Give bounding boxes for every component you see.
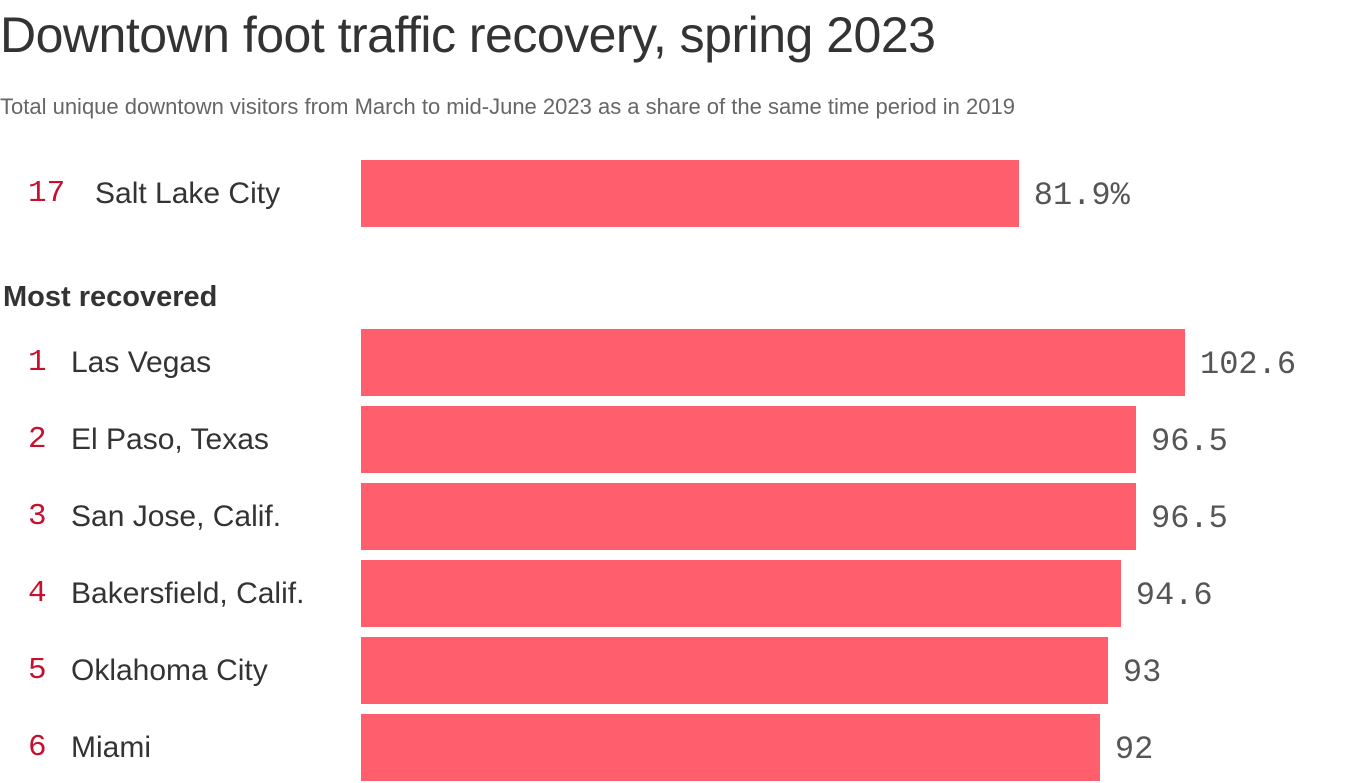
- rank-label: 3: [28, 499, 47, 534]
- value-label: 81.9%: [1033, 177, 1130, 214]
- bar: [361, 406, 1136, 473]
- section-label: Most recovered: [3, 281, 218, 313]
- value-label: 102.6: [1200, 346, 1297, 383]
- chart-title: Downtown foot traffic recovery, spring 2…: [0, 7, 936, 63]
- city-label: Las Vegas: [71, 346, 212, 379]
- rank-label: 1: [28, 345, 47, 380]
- value-label: 93: [1122, 654, 1162, 691]
- value-label: 96.5: [1151, 423, 1228, 460]
- city-label: El Paso, Texas: [71, 423, 269, 456]
- city-label: Bakersfield, Calif.: [71, 577, 305, 610]
- city-label: Miami: [71, 731, 151, 764]
- bar: [361, 560, 1121, 627]
- bar: [361, 637, 1108, 704]
- value-label: 94.6: [1135, 577, 1213, 614]
- rank-label: 4: [28, 576, 47, 611]
- rank-label: 17: [28, 176, 66, 211]
- chart-subtitle: Total unique downtown visitors from Marc…: [0, 94, 1015, 119]
- rank-label: 6: [28, 730, 47, 765]
- city-label: San Jose, Calif.: [71, 500, 282, 533]
- bar: [361, 160, 1019, 227]
- rank-label: 5: [28, 653, 47, 688]
- value-label: 92: [1114, 731, 1154, 768]
- bar: [361, 483, 1136, 550]
- rank-label: 2: [28, 422, 47, 457]
- city-label: Salt Lake City: [95, 177, 281, 210]
- value-label: 96.5: [1151, 500, 1228, 537]
- bar: [361, 329, 1185, 396]
- bar: [361, 714, 1100, 781]
- city-label: Oklahoma City: [71, 654, 268, 687]
